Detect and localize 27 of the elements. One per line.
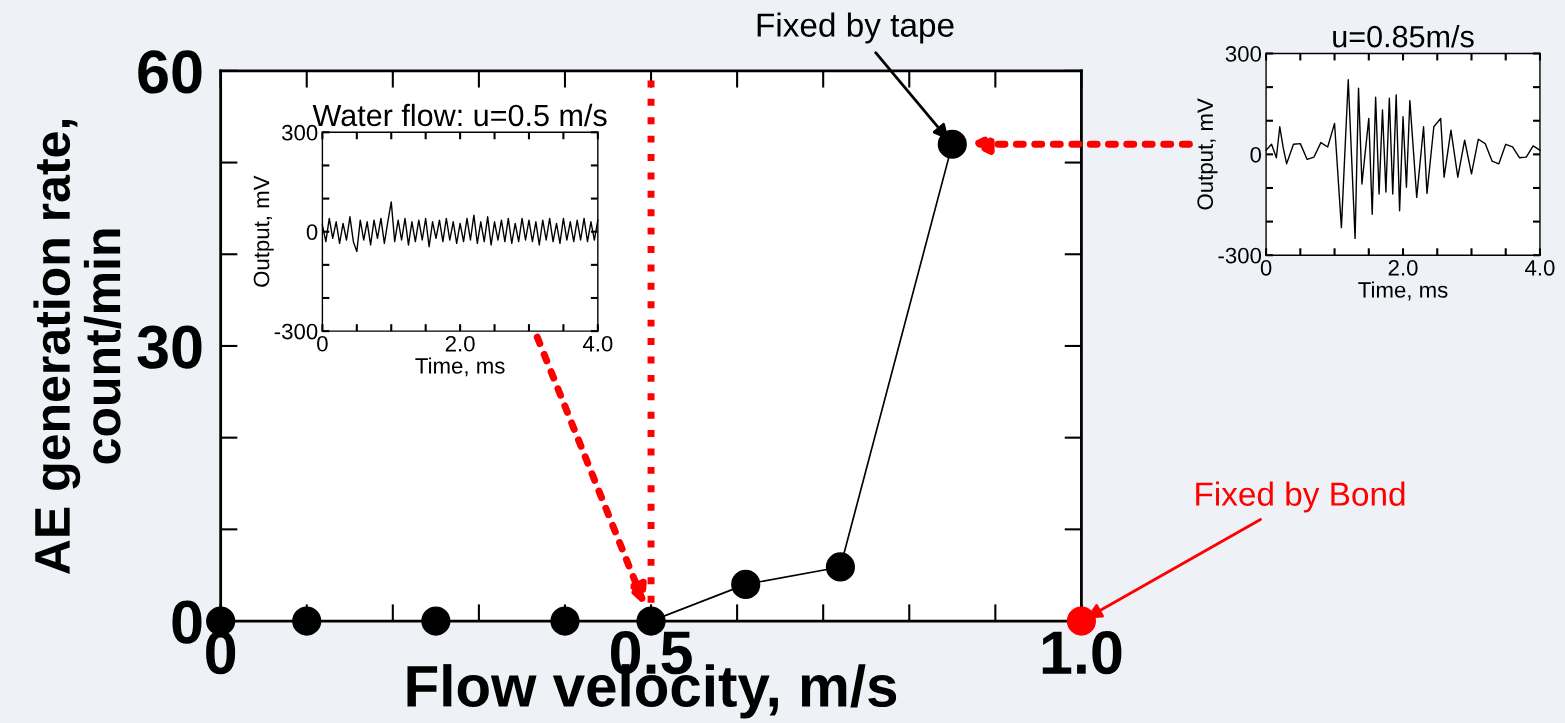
point <box>937 129 967 159</box>
y-tick-label: 0 <box>172 600 202 644</box>
y-axis-title: AE generation rate, count/min <box>33 120 122 574</box>
y-axis-title: Output, mV <box>1197 98 1218 210</box>
y-tick-label: -300 <box>274 323 318 340</box>
point <box>825 552 855 582</box>
point <box>292 606 322 636</box>
x-axis-title: Time, ms <box>415 357 505 377</box>
annotation: Fixed by tape <box>757 12 954 44</box>
y-axis-title: Output, mV <box>253 175 274 287</box>
y-tick-label: -300 <box>1218 247 1262 264</box>
annotation: Fixed by Bond <box>1196 481 1405 513</box>
point <box>421 606 451 636</box>
y-tick-label: 60 <box>138 50 202 94</box>
point <box>731 569 761 599</box>
x-axis-title: Time, ms <box>1358 281 1448 301</box>
x-tick-label: 2.0 <box>445 335 475 352</box>
y-tick-label: 0 <box>306 224 318 240</box>
x-tick-label: 1.0 <box>1042 631 1122 675</box>
x-tick-label: 2.0 <box>1388 259 1418 276</box>
chart-title: u=0.85m/s <box>1333 25 1474 48</box>
y-tick-label: 300 <box>1225 46 1262 62</box>
point <box>550 606 580 636</box>
y-tick-label: 30 <box>137 325 202 369</box>
y-tick-label: 0 <box>1250 146 1262 163</box>
x-tick-label: 4.0 <box>582 335 613 352</box>
x-tick-label: 4.0 <box>1525 259 1555 276</box>
